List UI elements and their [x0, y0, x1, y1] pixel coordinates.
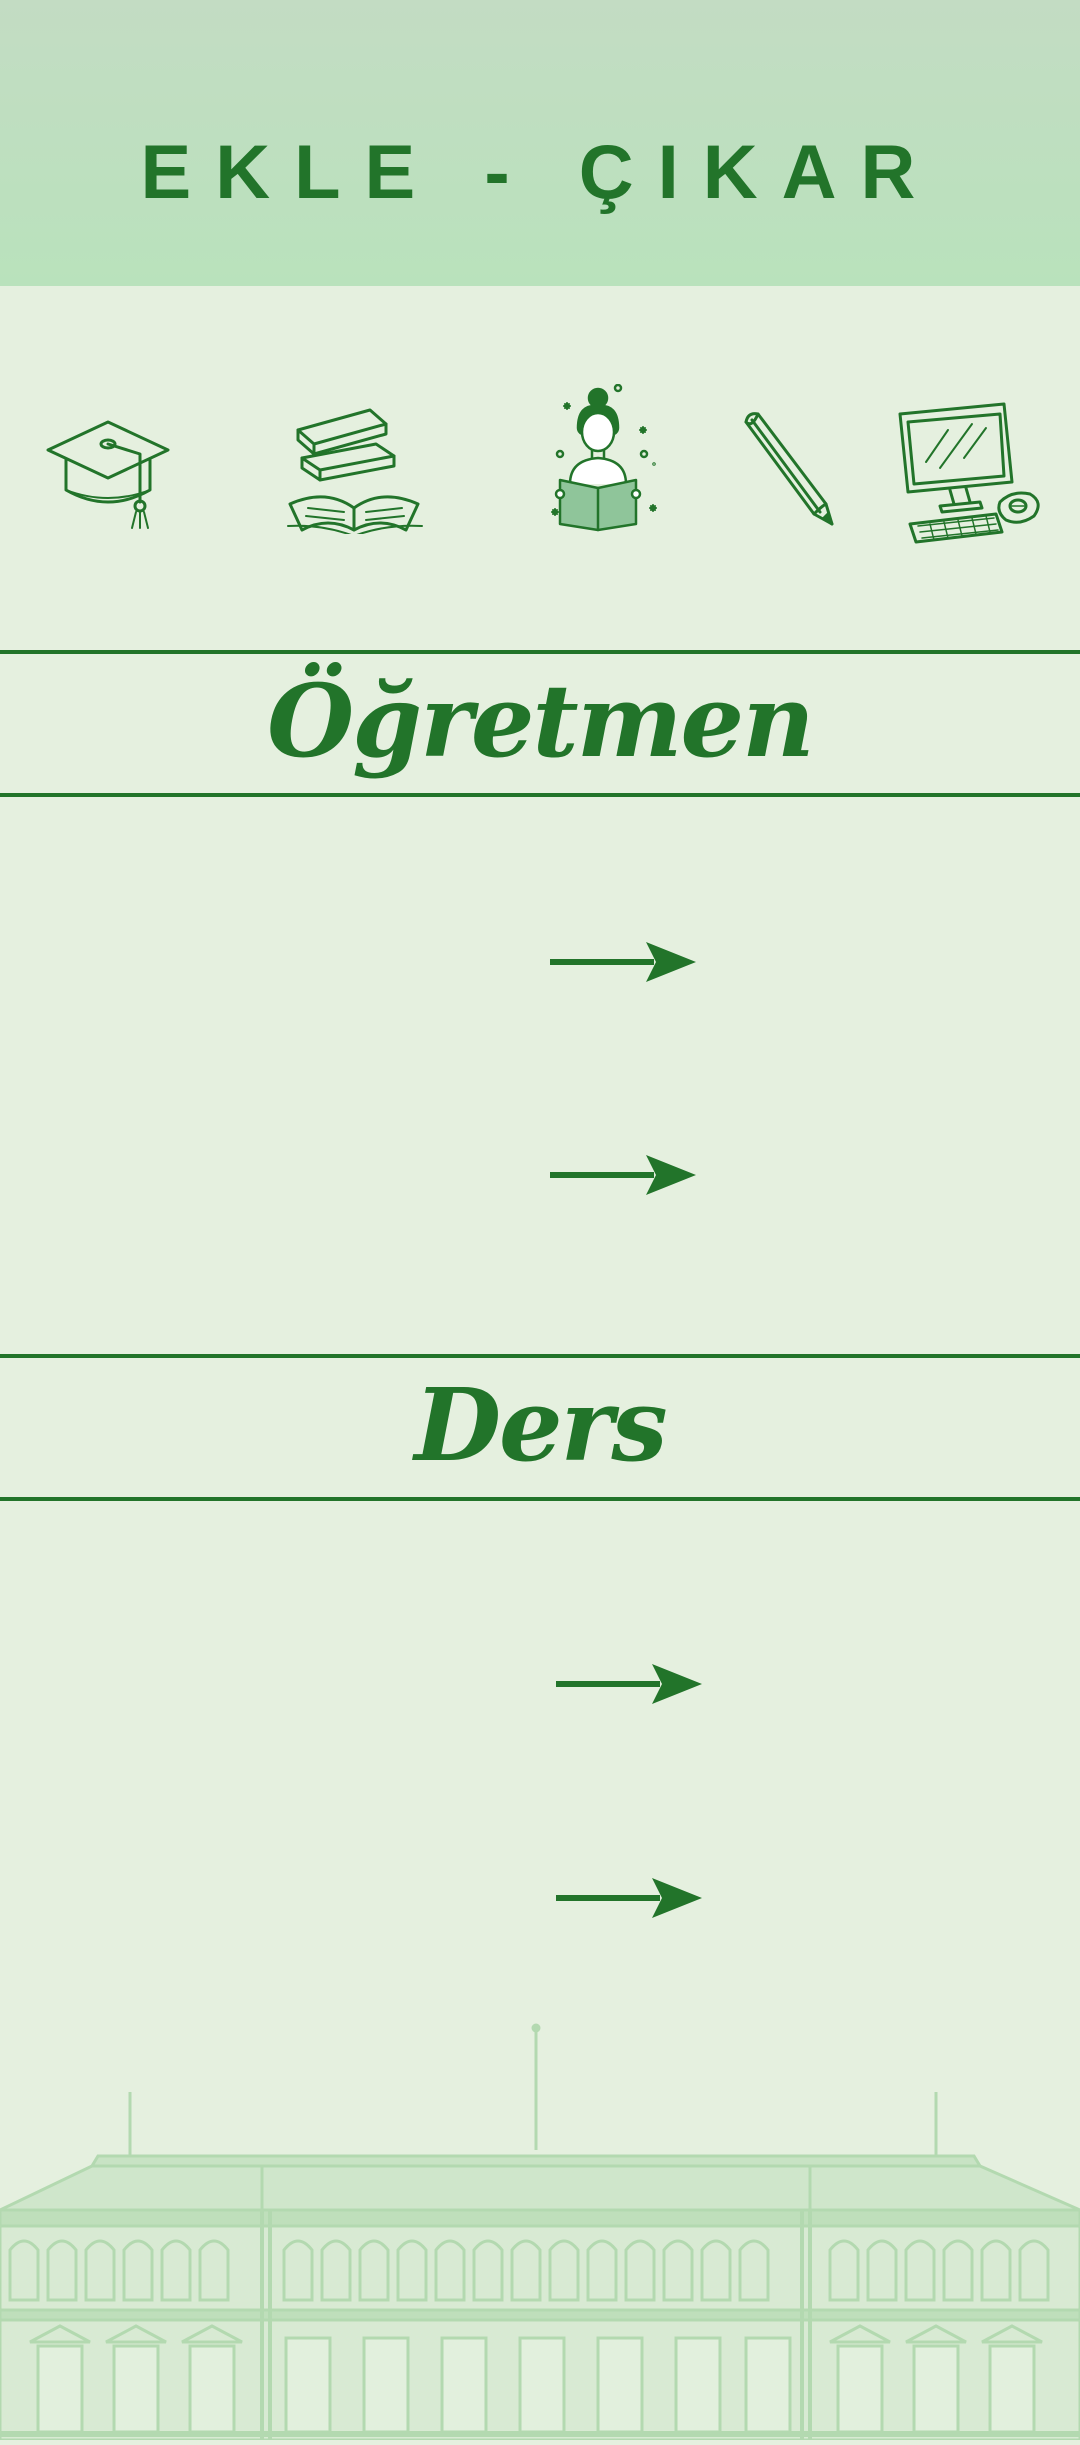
computer-icon	[896, 402, 1048, 546]
arrow-right-icon[interactable]	[550, 940, 696, 984]
pencil-icon	[740, 408, 836, 528]
section-divider-top	[0, 1354, 1080, 1358]
header-banner: EKLE - ÇIKAR	[0, 0, 1080, 286]
arrow-right-icon[interactable]	[550, 1153, 696, 1197]
reading-student-icon	[540, 384, 668, 534]
section-title-ogretmen: Öğretmen	[267, 662, 815, 780]
arrow-right-icon[interactable]	[556, 1662, 702, 1706]
section-divider-top	[0, 650, 1080, 654]
section-divider-bottom	[0, 1497, 1080, 1501]
section-title-ders: Ders	[414, 1366, 667, 1484]
school-building-illustration	[0, 2020, 1080, 2442]
arrow-right-icon[interactable]	[556, 1876, 702, 1920]
page-title: EKLE - ÇIKAR	[140, 130, 940, 215]
books-icon	[286, 404, 424, 534]
graduation-cap-icon	[44, 410, 174, 536]
section-divider-bottom	[0, 793, 1080, 797]
